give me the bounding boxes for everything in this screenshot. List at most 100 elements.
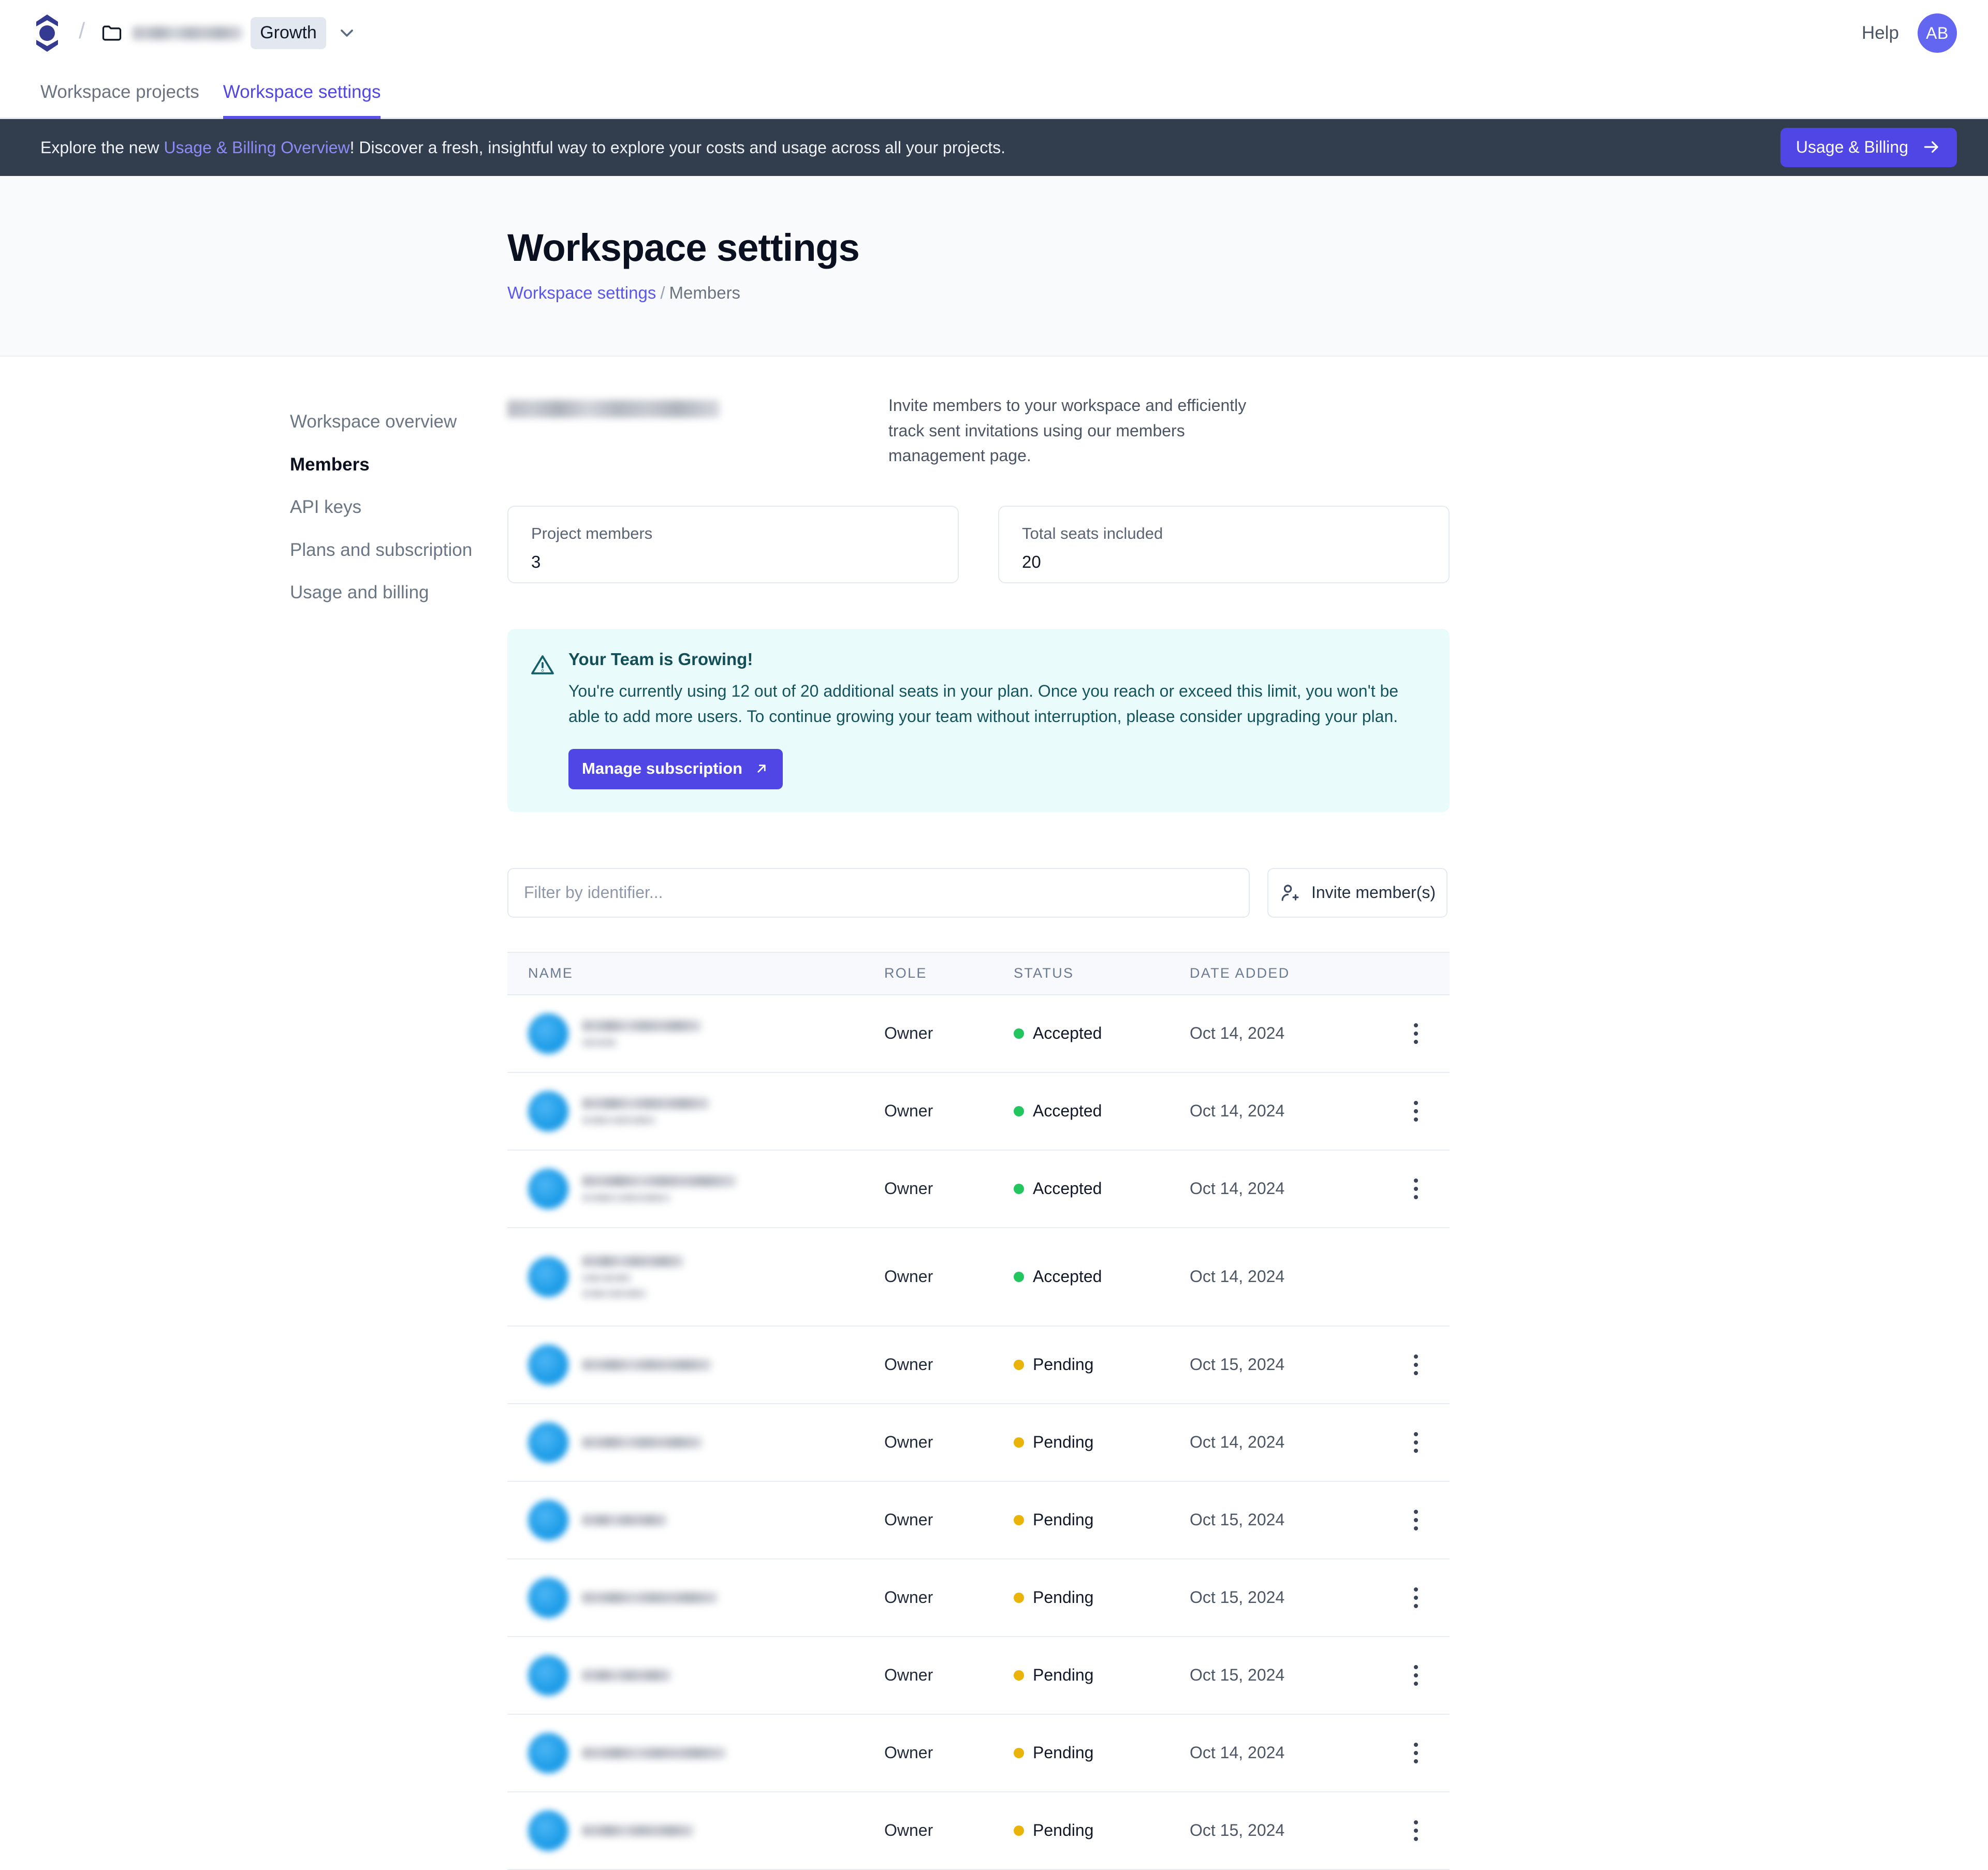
status-label: Pending xyxy=(1033,1666,1094,1685)
invite-members-button[interactable]: Invite member(s) xyxy=(1267,867,1448,918)
kebab-menu-icon[interactable] xyxy=(1408,1095,1424,1128)
tab-workspace-settings[interactable]: Workspace settings xyxy=(223,82,381,119)
sidebar-item-usage-and-billing[interactable]: Usage and billing xyxy=(290,582,429,602)
usage-billing-button[interactable]: Usage & Billing xyxy=(1780,128,1957,167)
status-label: Pending xyxy=(1033,1510,1094,1529)
avatar xyxy=(528,1655,568,1696)
kebab-menu-icon[interactable] xyxy=(1408,1017,1424,1050)
member-name-cell xyxy=(507,1344,884,1385)
table-row[interactable]: Owner Pending Oct 15, 2024 xyxy=(507,1559,1450,1637)
tab-workspace-projects[interactable]: Workspace projects xyxy=(40,82,199,102)
table-row[interactable]: Owner Pending Oct 14, 2024 xyxy=(507,1715,1450,1792)
members-intro-text: Invite members to your workspace and eff… xyxy=(888,396,1247,465)
chevron-down-icon[interactable] xyxy=(337,23,357,43)
status-badge: Pending xyxy=(1014,1821,1190,1840)
avatar xyxy=(528,1091,568,1131)
member-identity xyxy=(582,1097,709,1125)
member-name-cell xyxy=(507,1732,884,1773)
status-badge: Pending xyxy=(1014,1666,1190,1685)
column-header-name: NAME xyxy=(528,965,574,981)
filter-input[interactable] xyxy=(507,867,1250,918)
kebab-menu-icon[interactable] xyxy=(1408,1504,1424,1537)
sidebar-item-plans-and-subscription[interactable]: Plans and subscription xyxy=(290,539,473,560)
sidebar-item-members[interactable]: Members xyxy=(290,454,370,475)
member-actions-cell xyxy=(1382,1814,1450,1847)
member-stats: Project members 3 Total seats included 2… xyxy=(507,505,1450,583)
sidebar-item-workspace-overview[interactable]: Workspace overview xyxy=(290,411,457,432)
status-badge: Pending xyxy=(1014,1743,1190,1762)
status-badge: Accepted xyxy=(1014,1179,1190,1198)
status-dot-icon xyxy=(1014,1106,1024,1116)
app-logo-icon[interactable] xyxy=(32,13,62,53)
breadcrumb-slash: / xyxy=(660,283,665,302)
table-row[interactable]: Owner Accepted Oct 14, 2024 xyxy=(507,1228,1450,1327)
member-date-added: Oct 14, 2024 xyxy=(1190,1743,1285,1762)
member-role: Owner xyxy=(884,1355,933,1374)
table-row[interactable]: Owner Accepted Oct 14, 2024 xyxy=(507,1073,1450,1151)
members-header: Invite members to your workspace and eff… xyxy=(507,393,1450,468)
member-date-added: Oct 14, 2024 xyxy=(1190,1267,1285,1286)
kebab-menu-icon[interactable] xyxy=(1408,1581,1424,1614)
member-status-cell: Pending xyxy=(1014,1666,1190,1685)
member-role: Owner xyxy=(884,1267,933,1286)
member-actions-cell xyxy=(1382,1017,1450,1050)
avatar xyxy=(528,1344,568,1385)
stat-value: 3 xyxy=(531,552,541,571)
alert-content: Your Team is Growing! You're currently u… xyxy=(568,650,1417,789)
member-identifier-redacted xyxy=(582,1097,709,1109)
top-bar-right: Help AB xyxy=(1862,13,1957,53)
avatar xyxy=(528,1422,568,1463)
usage-billing-overview-link[interactable]: Usage & Billing Overview xyxy=(164,138,350,157)
table-row[interactable]: Owner Pending Oct 15, 2024 xyxy=(507,1327,1450,1404)
member-identifier-redacted xyxy=(582,1514,667,1526)
status-badge: Pending xyxy=(1014,1588,1190,1607)
status-label: Pending xyxy=(1033,1588,1094,1607)
breadcrumb-workspace-settings[interactable]: Workspace settings xyxy=(507,283,656,302)
breadcrumb-current: Members xyxy=(669,283,741,302)
manage-subscription-button[interactable]: Manage subscription xyxy=(568,748,783,789)
member-role: Owner xyxy=(884,1510,933,1529)
column-header-role: ROLE xyxy=(884,965,927,981)
member-date-added: Oct 15, 2024 xyxy=(1190,1588,1285,1607)
table-row[interactable]: Owner Pending Oct 15, 2024 xyxy=(507,1482,1450,1559)
breadcrumb: Workspace settings / Members xyxy=(507,283,1470,303)
avatar xyxy=(528,1013,568,1054)
breadcrumb-separator: / xyxy=(79,18,85,43)
member-date-added: Oct 15, 2024 xyxy=(1190,1355,1285,1374)
page-header: Workspace settings Workspace settings / Me… xyxy=(0,176,1988,357)
member-name-redacted xyxy=(582,1115,656,1125)
table-row[interactable]: Owner Pending Oct 15, 2024 xyxy=(507,1792,1450,1870)
member-actions-cell xyxy=(1382,1659,1450,1692)
user-avatar[interactable]: AB xyxy=(1918,13,1957,53)
table-row[interactable]: Owner Accepted Oct 14, 2024 xyxy=(507,995,1450,1073)
kebab-menu-icon[interactable] xyxy=(1408,1814,1424,1847)
members-heading-redacted xyxy=(507,400,720,418)
announcement-prefix: Explore the new xyxy=(40,138,164,157)
help-link[interactable]: Help xyxy=(1862,23,1899,43)
kebab-menu-icon[interactable] xyxy=(1408,1172,1424,1205)
workspace-name-redacted[interactable] xyxy=(133,26,243,40)
status-dot-icon xyxy=(1014,1514,1024,1525)
member-name-redacted xyxy=(582,1193,671,1202)
kebab-menu-icon[interactable] xyxy=(1408,1736,1424,1770)
member-identifier-redacted xyxy=(582,1747,726,1759)
kebab-menu-icon[interactable] xyxy=(1408,1659,1424,1692)
sidebar-item-api-keys[interactable]: API keys xyxy=(290,497,362,517)
member-name-cell xyxy=(507,1499,884,1540)
member-status-cell: Pending xyxy=(1014,1510,1190,1529)
status-dot-icon xyxy=(1014,1747,1024,1758)
member-date-added: Oct 15, 2024 xyxy=(1190,1821,1285,1840)
user-plus-icon xyxy=(1281,885,1299,901)
member-name-redacted xyxy=(582,1038,617,1047)
table-row[interactable]: Owner Pending Oct 15, 2024 xyxy=(507,1637,1450,1715)
member-name-cell xyxy=(507,1255,884,1298)
avatar xyxy=(528,1499,568,1540)
kebab-menu-icon[interactable] xyxy=(1408,1348,1424,1381)
member-identity xyxy=(582,1592,718,1603)
table-row[interactable]: Owner Accepted Oct 14, 2024 xyxy=(507,1151,1450,1228)
kebab-menu-icon[interactable] xyxy=(1408,1426,1424,1459)
member-date-added: Oct 15, 2024 xyxy=(1190,1666,1285,1685)
member-role: Owner xyxy=(884,1024,933,1043)
table-body: Owner Accepted Oct 14, 2024 Owner Accept… xyxy=(507,995,1450,1870)
table-row[interactable]: Owner Pending Oct 14, 2024 xyxy=(507,1404,1450,1482)
